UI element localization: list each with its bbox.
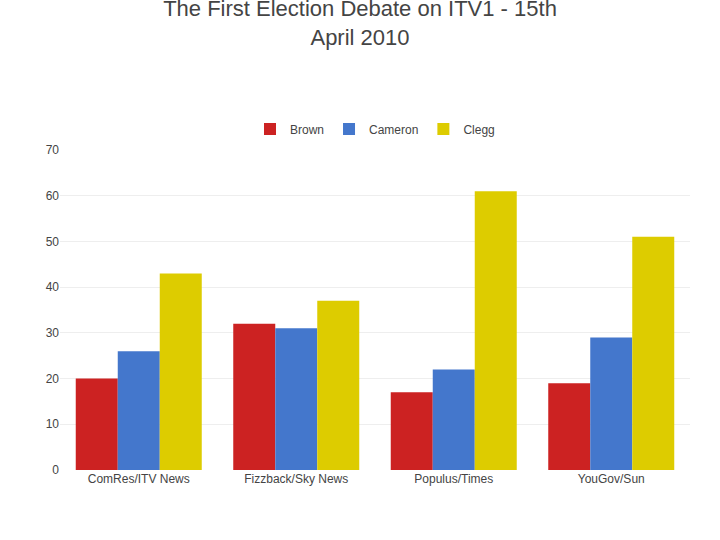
svg-text:30: 30 [46, 326, 60, 340]
svg-text:Brown: Brown [290, 123, 324, 137]
svg-text:ComRes/ITV News: ComRes/ITV News [88, 472, 190, 486]
svg-text:50: 50 [46, 235, 60, 249]
svg-text:Populus/Times: Populus/Times [414, 472, 493, 486]
svg-text:YouGov/Sun: YouGov/Sun [578, 472, 645, 486]
svg-text:10: 10 [46, 417, 60, 431]
svg-text:Clegg: Clegg [463, 123, 494, 137]
svg-text:Fizzback/Sky News: Fizzback/Sky News [244, 472, 348, 486]
svg-text:60: 60 [46, 189, 60, 203]
svg-text:70: 70 [46, 143, 60, 157]
svg-text:The First Election Debate on I: The First Election Debate on ITV1 - 15th… [163, 0, 557, 50]
svg-text:0: 0 [52, 463, 59, 477]
svg-text:20: 20 [46, 372, 60, 386]
svg-text:40: 40 [46, 280, 60, 294]
svg-text:Cameron: Cameron [369, 123, 418, 137]
